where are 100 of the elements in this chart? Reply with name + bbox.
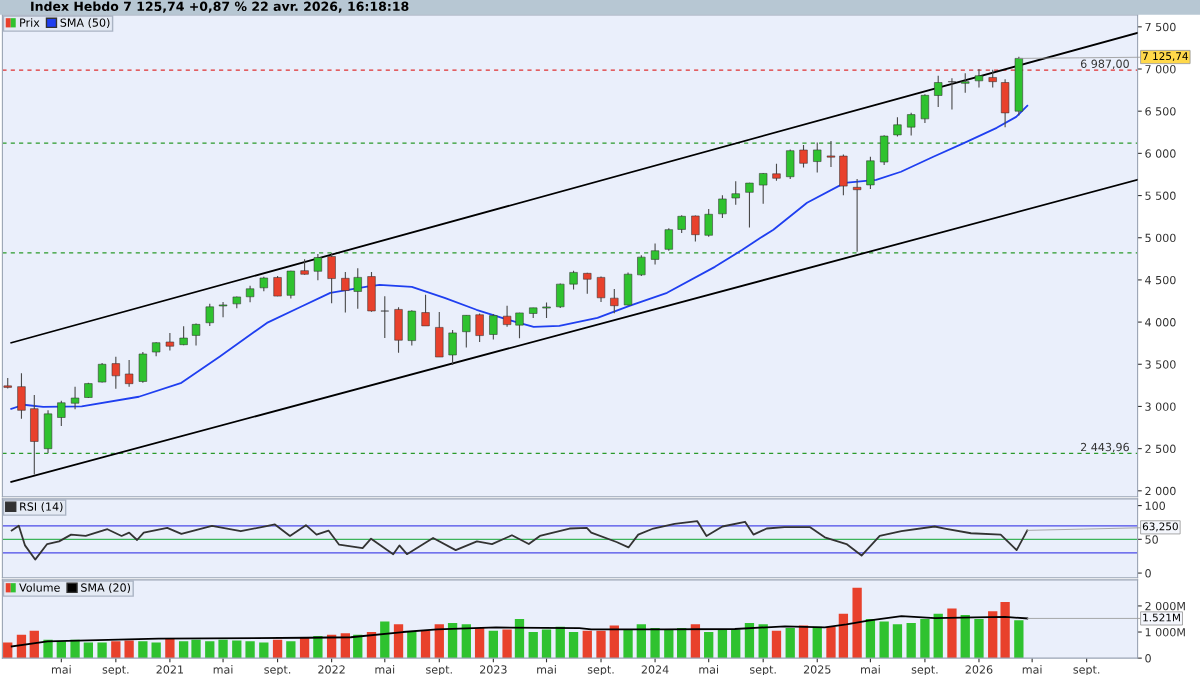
y-tick-label: 7 000 <box>1145 64 1176 74</box>
candlestick <box>596 275 606 303</box>
bar <box>988 611 998 659</box>
candlestick <box>664 227 673 252</box>
y-tick-label: 4 500 <box>1145 275 1176 285</box>
bar <box>461 624 471 659</box>
bar <box>785 628 795 659</box>
line-series <box>10 615 1029 648</box>
bar <box>165 638 175 659</box>
candlestick <box>704 208 713 238</box>
y-tick-label: 4 000 <box>1145 318 1176 327</box>
annotation: 63,250 <box>1142 522 1178 532</box>
x-tick-label: sept. <box>102 665 129 675</box>
bar <box>191 639 201 659</box>
candlestick <box>327 252 336 304</box>
bar <box>178 641 189 659</box>
x-tick-label: mai <box>861 665 880 674</box>
candlestick <box>961 72 970 94</box>
bar <box>138 641 148 659</box>
x-tick-label: sept. <box>1073 665 1100 675</box>
candlestick <box>799 144 808 169</box>
y-tick-label: 100 <box>1145 501 1166 510</box>
x-tick-label: mai <box>213 665 233 674</box>
candlestick <box>462 314 471 349</box>
x-tick-label: sept. <box>264 665 291 675</box>
x-tick-label: 2022 <box>318 665 345 674</box>
annotation: 7 125,74 <box>1143 52 1188 62</box>
bar <box>636 624 646 659</box>
legend-label: RSI (14) <box>20 502 63 513</box>
y-tick-label: 50 <box>1145 535 1158 544</box>
x-tick-label: 2026 <box>965 665 993 674</box>
candlestick <box>745 182 754 229</box>
bar <box>947 608 957 659</box>
candlestick <box>556 282 565 309</box>
candlestick <box>569 270 578 291</box>
x-tick-label: 2025 <box>803 665 831 674</box>
candlestick <box>57 400 66 427</box>
candlestick <box>165 332 175 352</box>
y-tick-label: 2 000M <box>1145 601 1185 611</box>
candlestick <box>475 313 484 343</box>
bar <box>488 630 498 659</box>
x-tick-label: sept. <box>587 665 614 675</box>
candlestick <box>17 372 26 420</box>
line-series <box>10 520 1029 561</box>
candlestick <box>826 140 836 168</box>
legend-label: Prix <box>20 18 40 27</box>
x-tick-label: sept. <box>750 665 776 675</box>
candlestick <box>920 93 930 124</box>
bar <box>541 629 552 659</box>
bar <box>892 624 903 659</box>
candlestick <box>934 75 943 108</box>
bar <box>272 639 283 659</box>
bar <box>420 630 431 659</box>
candlestick <box>70 386 80 410</box>
bar <box>407 632 417 659</box>
ref-line-label: 6 987,00 <box>1080 59 1129 70</box>
y-tick-label: 2 500 <box>1145 444 1176 454</box>
candlestick <box>610 288 619 314</box>
candlestick <box>731 180 740 206</box>
candlestick <box>515 312 524 339</box>
y-tick-label: 3 500 <box>1145 360 1176 369</box>
candlestick <box>353 267 362 310</box>
bar <box>218 639 228 659</box>
bar <box>232 640 242 659</box>
bar <box>474 628 485 659</box>
bar <box>111 641 121 659</box>
bar <box>1014 620 1024 659</box>
bar <box>609 625 619 659</box>
candlestick <box>111 356 120 390</box>
legend-label: SMA (50) <box>60 18 110 29</box>
bar <box>313 635 323 659</box>
bar <box>650 628 660 659</box>
bar <box>664 629 674 659</box>
x-tick-label: mai <box>51 665 71 674</box>
bar <box>286 641 296 659</box>
candlestick <box>650 242 660 266</box>
candlestick <box>974 68 984 89</box>
y-tick-label: 5 500 <box>1145 191 1176 200</box>
line-series <box>10 104 1029 410</box>
y-tick-label: 0 <box>1145 569 1151 578</box>
bar <box>717 629 728 659</box>
x-tick-label: 2021 <box>156 665 183 674</box>
y-tick-label: 6 000 <box>1145 149 1176 158</box>
y-tick-label: 7 500 <box>1145 22 1176 32</box>
bar <box>960 615 970 659</box>
bar <box>97 642 107 659</box>
y-tick-label: 5 000 <box>1145 233 1176 243</box>
candlestick <box>489 313 498 341</box>
bar <box>124 640 134 659</box>
legend-label: SMA (20) <box>81 583 131 594</box>
x-tick-label: 2023 <box>480 665 507 674</box>
candlestick <box>421 294 430 327</box>
bar <box>582 630 592 659</box>
x-tick-label: sept. <box>911 665 938 675</box>
y-tick-label: 6 500 <box>1145 107 1176 116</box>
x-tick-label: mai <box>1022 665 1042 674</box>
bar <box>623 629 633 659</box>
chart-title: Index Hebdo 7 125,74 +0,87 % 22 avr. 2026, 16:18:18 <box>31 1 409 13</box>
candlestick <box>759 172 768 205</box>
candlestick <box>448 329 457 366</box>
